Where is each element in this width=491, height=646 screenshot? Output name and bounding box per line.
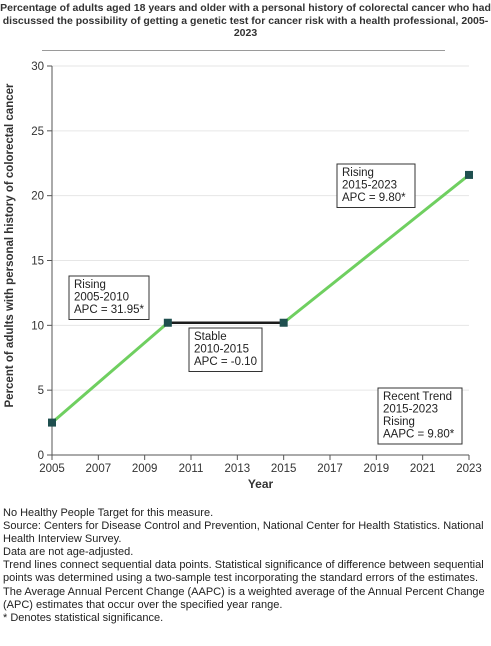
footnote-significance: * Denotes statistical significance. [3, 611, 164, 624]
y-axis-label: Percent of adults with personal history … [4, 83, 16, 408]
footnote-trend-lines: Trend lines connect sequential data poin… [3, 559, 484, 585]
footnote-target: No Healthy People Target for this measur… [3, 507, 214, 519]
data-point [48, 418, 56, 427]
annotation-text: APC = -0.10 [194, 356, 257, 368]
y-tick-label: 15 [31, 256, 44, 268]
x-tick-label: 2021 [410, 463, 436, 475]
annotation-text: 2015-2023 [342, 180, 397, 192]
y-tick-label: 0 [38, 450, 44, 462]
annotation-text: Rising [74, 279, 106, 291]
x-tick-label: 2023 [456, 463, 482, 475]
title-divider [42, 50, 445, 51]
trend-line-rising [51, 321, 169, 424]
footnote-source: Source: Centers for Disease Control and … [3, 520, 484, 546]
annotation-box [377, 387, 463, 445]
annotation-text: APC = 31.95* [74, 304, 145, 316]
footnotes: No Healthy People Target for this measur… [3, 507, 489, 625]
y-tick-label: 25 [31, 126, 44, 138]
annotation-text: AAPC = 9.80* [383, 429, 455, 441]
annotation-text: Stable [194, 331, 227, 343]
data-point [279, 318, 288, 327]
data-point [163, 318, 172, 327]
x-axis-label: Year [248, 477, 274, 491]
footnote-aapc: The Average Annual Percent Change (AAPC)… [3, 585, 485, 611]
x-tick-label: 2007 [86, 463, 112, 475]
chart-title: Percentage of adults aged 18 years and o… [0, 2, 491, 39]
line-chart: 0 5 10 15 20 25 30 2005 2007 2009 2011 2013 2015 2017… [4, 61, 482, 491]
x-tick-label: 2013 [225, 463, 251, 475]
annotation-text: 2010-2015 [194, 344, 249, 356]
annotation-text: Rising [342, 167, 374, 179]
annotation-text: APC = 9.80* [342, 192, 406, 204]
data-point [465, 170, 473, 179]
annotation-box [336, 163, 416, 208]
annotation-text: Recent Trend [383, 391, 452, 403]
trend-line-rising [282, 173, 470, 324]
footnote-age-adjust: Data are not age-adjusted. [3, 546, 134, 559]
annotation-box [68, 275, 150, 320]
y-tick-label: 10 [31, 320, 44, 332]
annotation-text: 2015-2023 [383, 404, 438, 416]
x-tick-label: 2009 [132, 463, 158, 475]
annotation-text: 2005-2010 [74, 292, 129, 304]
x-tick-label: 2019 [364, 463, 390, 475]
annotation-text: Rising [383, 416, 415, 428]
y-tick-label: 20 [31, 191, 44, 203]
y-tick-label: 5 [38, 385, 44, 397]
x-tick-label: 2015 [271, 463, 297, 475]
x-tick-label: 2005 [39, 463, 65, 475]
x-tick-label: 2011 [179, 463, 204, 475]
x-tick-label: 2017 [317, 463, 343, 475]
y-tick-label: 30 [31, 61, 44, 73]
annotation-box [188, 327, 263, 372]
